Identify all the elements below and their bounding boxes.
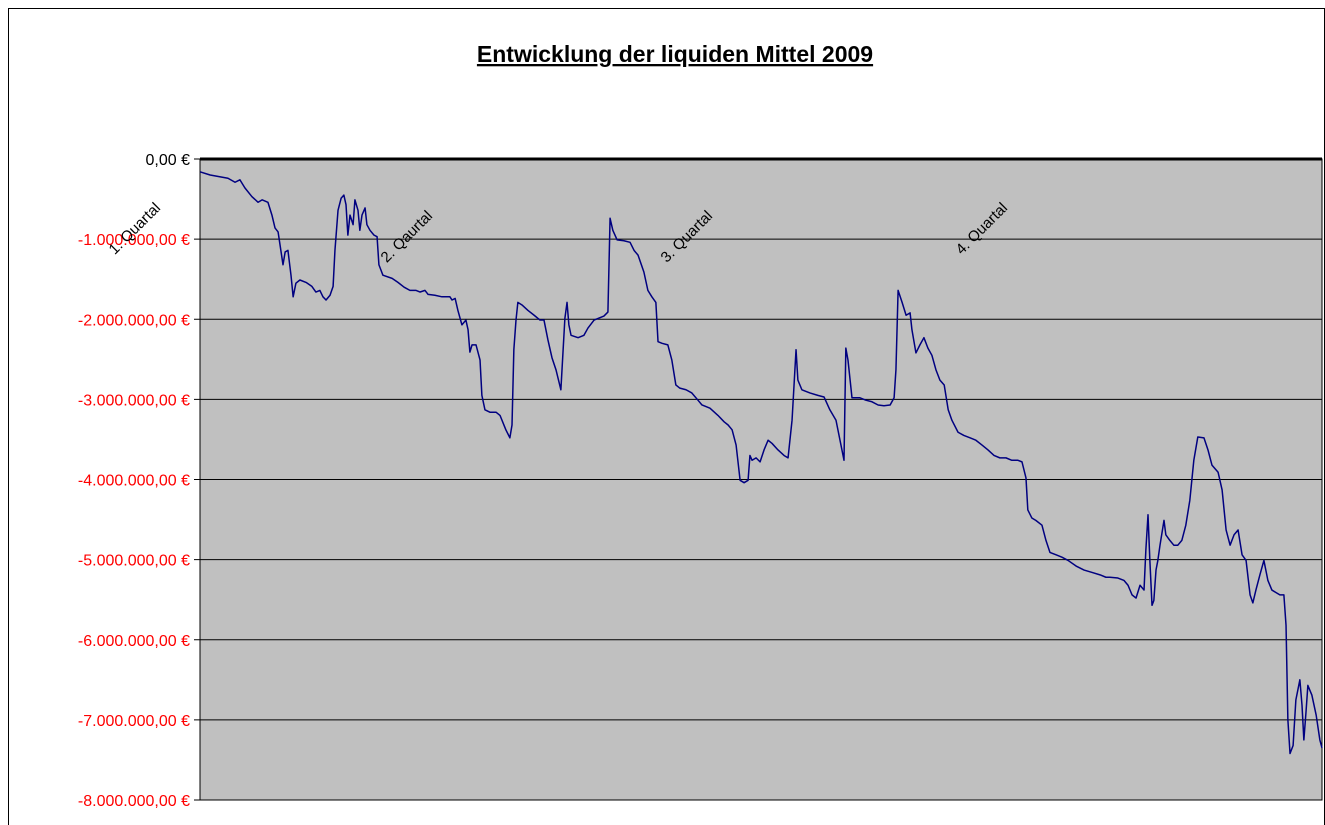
y-tick-label: -4.000.000,00 €: [78, 473, 190, 490]
y-tick-label: 0,00 €: [146, 152, 191, 169]
y-tick-label: -6.000.000,00 €: [78, 633, 190, 650]
y-tick-label: -3.000.000,00 €: [78, 392, 190, 409]
y-tick-label: -8.000.000,00 €: [78, 793, 190, 810]
y-tick-label: -1.000.000,00 €: [78, 232, 190, 249]
chart-title: Entwicklung der liquiden Mittel 2009: [477, 41, 873, 67]
y-tick-label: -5.000.000,00 €: [78, 553, 190, 570]
y-tick-label: -7.000.000,00 €: [78, 713, 190, 730]
y-tick-label: -2.000.000,00 €: [78, 312, 190, 329]
data-line: [199, 171, 1323, 755]
